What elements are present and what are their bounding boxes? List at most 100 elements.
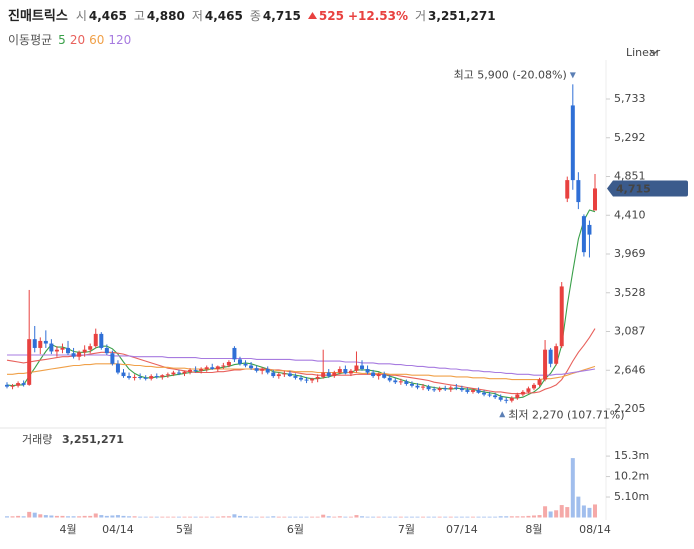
volume-bar <box>376 516 381 518</box>
candle-body <box>254 368 259 371</box>
candle-body <box>476 390 481 393</box>
candle-body <box>88 346 93 350</box>
candle-body <box>60 347 65 350</box>
volume-bar <box>487 516 492 518</box>
volume-bar <box>348 516 353 518</box>
ma-line <box>7 363 596 381</box>
volume-bar <box>409 516 414 518</box>
candle-body <box>204 367 209 370</box>
volume-bar <box>432 516 437 518</box>
low-marker <box>499 411 506 418</box>
candle-body <box>482 392 487 395</box>
volume-bar <box>38 514 43 518</box>
candle-body <box>77 352 82 357</box>
volume-bar <box>537 515 542 518</box>
candle-body <box>237 359 242 364</box>
volume-bar <box>315 516 320 518</box>
volume-bar <box>49 515 54 518</box>
candle-body <box>199 369 204 371</box>
scale-mode[interactable]: Linear <box>626 46 661 59</box>
volume-bar <box>27 511 32 518</box>
candle-body <box>132 376 137 378</box>
quote-label: 시 <box>75 9 87 23</box>
ma-title: 이동평균 <box>8 33 53 47</box>
candle-body <box>210 367 215 370</box>
candle-body <box>409 383 414 386</box>
candle-body <box>321 372 326 377</box>
volume-bar <box>287 516 292 518</box>
high-annotation: 최고 5,900 (-20.08%) <box>454 68 567 81</box>
volume-title: 거래량 <box>22 433 52 446</box>
candle-body <box>326 372 331 377</box>
change: 525 <box>318 9 344 23</box>
volume-bar <box>437 516 442 518</box>
price-tag <box>607 180 688 197</box>
dropdown-icon[interactable] <box>649 49 659 55</box>
candle-body <box>160 375 165 377</box>
volume-bar <box>121 515 126 518</box>
candle-body <box>260 369 265 371</box>
volume-bar <box>415 516 420 518</box>
volume-bar <box>565 507 570 518</box>
volume-bar <box>382 516 387 518</box>
candle-body <box>337 369 342 373</box>
quote-label: 거 <box>414 9 427 23</box>
candle-body <box>498 397 503 400</box>
volume-bar <box>32 512 37 518</box>
volume-bar <box>498 516 503 518</box>
volume-bar <box>337 516 342 518</box>
volume-bar <box>5 516 9 518</box>
candle-body <box>271 372 276 377</box>
candle-body <box>138 376 143 378</box>
ma-legend-entry: 60 <box>89 33 105 47</box>
candle-body <box>188 369 193 372</box>
volume-bar <box>515 516 520 518</box>
volume-bar <box>559 505 564 518</box>
candle-body <box>543 349 548 380</box>
volume-bar <box>526 515 531 518</box>
y-tick-label: 3,969 <box>614 247 646 260</box>
volume-bar <box>554 510 559 518</box>
candle-body <box>593 188 597 211</box>
volume-bar <box>160 516 165 518</box>
candle-body <box>454 387 459 389</box>
candle-body <box>16 383 21 386</box>
v-tick-label: 10.2m <box>614 470 649 483</box>
volume-bar <box>354 515 359 518</box>
candle-body <box>371 372 376 377</box>
candle-body <box>398 381 403 383</box>
volume-bar <box>21 516 26 518</box>
quote-value: 4,465 <box>88 9 127 23</box>
candle-body <box>115 363 120 373</box>
volume-bar <box>548 511 553 518</box>
volume-bar <box>343 516 348 518</box>
volume-bar <box>371 516 376 518</box>
volume-bar <box>398 516 403 518</box>
volume-bar <box>43 515 48 518</box>
volume-bar <box>71 516 76 518</box>
volume-bar <box>321 514 326 518</box>
ma-legend-entry: 20 <box>69 33 86 47</box>
candle-body <box>365 369 370 373</box>
candle-body <box>282 373 287 375</box>
candle-body <box>143 377 148 379</box>
candle-body <box>121 372 126 377</box>
candle-body <box>537 379 542 385</box>
candle-body <box>127 376 132 378</box>
volume-bar <box>326 516 331 518</box>
volume-bar <box>282 516 287 518</box>
candle-body <box>437 388 442 391</box>
volume-bar <box>365 516 370 518</box>
volume-bar <box>204 516 209 518</box>
y-tick-label: 2,205 <box>614 402 646 415</box>
volume-bar <box>260 516 265 518</box>
candle-body <box>354 365 359 371</box>
volume-bar <box>304 516 309 518</box>
stock-name: 진매트릭스 <box>8 9 68 24</box>
candle-body <box>54 349 59 352</box>
candle-body <box>348 370 353 374</box>
volume-bar <box>221 516 226 518</box>
candle-body <box>43 340 48 344</box>
volume-bar <box>215 516 220 518</box>
